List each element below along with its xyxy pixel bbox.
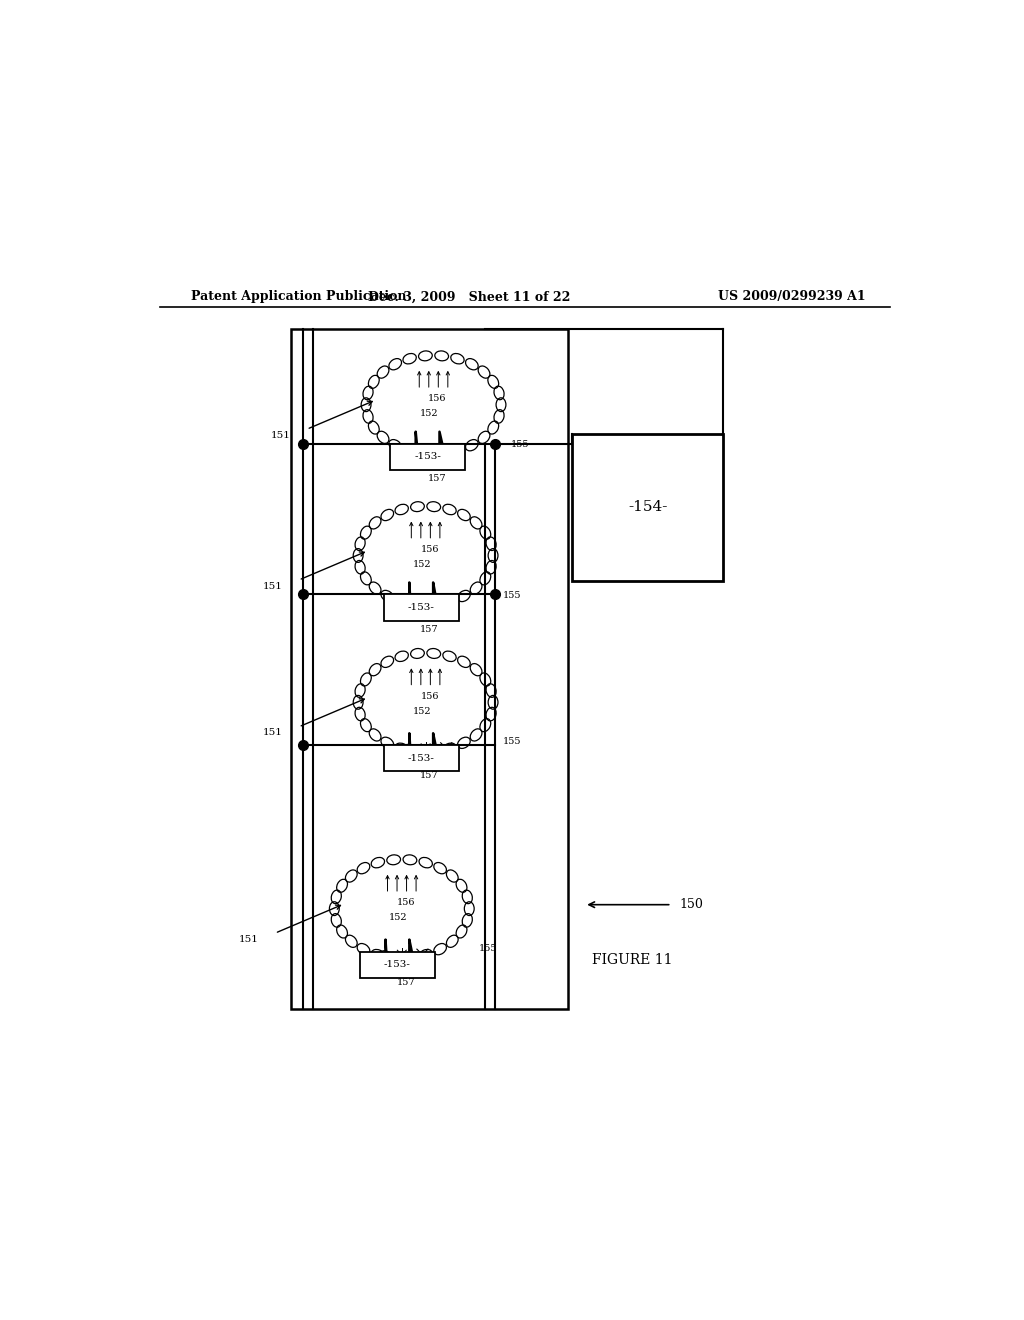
Text: 152: 152 xyxy=(413,706,431,715)
Text: 150: 150 xyxy=(680,898,703,911)
Bar xyxy=(359,952,435,978)
Text: 156: 156 xyxy=(420,545,439,554)
Text: -153-: -153- xyxy=(408,603,434,612)
Text: -154-: -154- xyxy=(628,500,668,515)
Text: 152: 152 xyxy=(420,409,439,418)
Text: 151: 151 xyxy=(270,430,291,440)
Text: 157: 157 xyxy=(420,624,439,634)
Text: 155: 155 xyxy=(479,944,498,953)
Text: 151: 151 xyxy=(239,935,259,944)
Text: 156: 156 xyxy=(420,692,439,701)
Text: 152: 152 xyxy=(413,560,431,569)
Bar xyxy=(384,746,459,771)
Text: -153-: -153- xyxy=(414,453,441,461)
Bar xyxy=(291,329,568,1010)
Text: 152: 152 xyxy=(388,913,408,921)
Text: 157: 157 xyxy=(428,474,446,483)
Text: FIGURE 11: FIGURE 11 xyxy=(592,953,672,968)
Text: Dec. 3, 2009   Sheet 11 of 22: Dec. 3, 2009 Sheet 11 of 22 xyxy=(368,290,570,304)
Text: 155: 155 xyxy=(503,738,521,747)
Text: US 2009/0299239 A1: US 2009/0299239 A1 xyxy=(719,290,866,304)
Text: -153-: -153- xyxy=(384,960,411,969)
Text: -153-: -153- xyxy=(408,754,434,763)
Text: 157: 157 xyxy=(420,771,439,780)
Text: 157: 157 xyxy=(396,978,415,986)
Bar xyxy=(390,444,465,470)
Text: Patent Application Publication: Patent Application Publication xyxy=(191,290,407,304)
Bar xyxy=(384,594,459,620)
Text: 155: 155 xyxy=(511,440,529,449)
Text: 151: 151 xyxy=(263,729,283,738)
Text: 156: 156 xyxy=(396,898,415,907)
Text: 151: 151 xyxy=(263,582,283,590)
Text: 156: 156 xyxy=(428,395,446,404)
Bar xyxy=(572,434,723,581)
Text: 155: 155 xyxy=(503,590,521,599)
